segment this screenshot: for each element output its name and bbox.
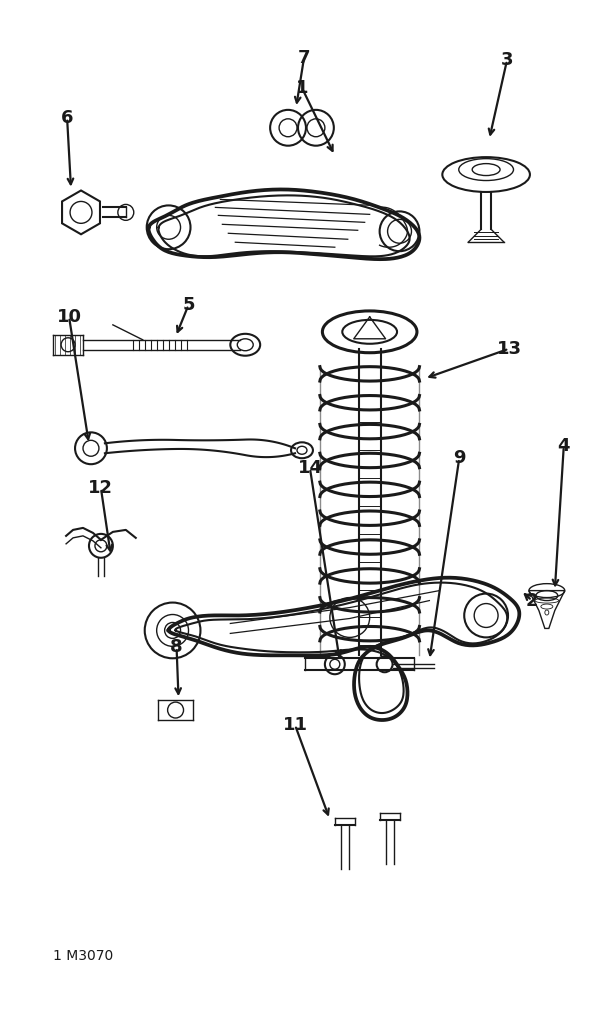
Text: 3: 3 [501,51,513,69]
Text: 8: 8 [170,638,183,656]
Text: 1 M3070: 1 M3070 [53,949,113,963]
Text: 2: 2 [526,591,538,610]
Text: 11: 11 [282,716,307,734]
Text: 4: 4 [557,437,570,455]
Text: 12: 12 [89,480,114,497]
Text: 14: 14 [297,459,322,478]
Text: 6: 6 [61,109,74,127]
Text: 1: 1 [296,79,308,97]
Text: 10: 10 [57,308,81,326]
Text: 7: 7 [298,49,310,67]
Text: 5: 5 [182,296,195,314]
Text: 9: 9 [453,449,465,467]
Text: 13: 13 [496,339,521,358]
